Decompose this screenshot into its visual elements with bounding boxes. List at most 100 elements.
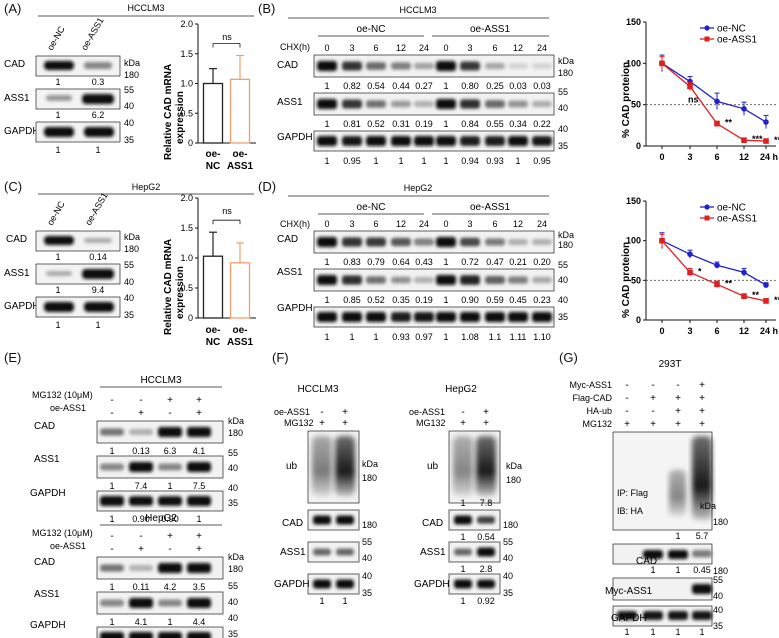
panel-b-cad-quant: 0.03: [533, 81, 551, 91]
panel-f-left-ass1-sign: -: [320, 407, 323, 418]
panel-e-top-cad-quant: 1: [109, 446, 114, 456]
panel-d-line-legend-label: oe-ASS1: [717, 214, 757, 225]
panel-e-top-ass1-band: [129, 462, 153, 472]
panel-f-left-gapdh-quant: 1: [342, 596, 347, 606]
panel-a-bar-ytick-label: 1.5: [180, 49, 193, 59]
panel-d-ass1-band: [532, 276, 552, 284]
panel-d-ass1-quant: 0.23: [533, 295, 551, 305]
panel-f-left-cad-band: [336, 515, 354, 525]
panel-a-bar-plot: 0 0.5 1.0 1.5 2.0: [180, 19, 256, 148]
panel-g-ub-quant: 5.7: [696, 531, 709, 541]
panel-b-kda: kDa: [558, 56, 574, 66]
panel-d-line-ylabel: % CAD proteion: [621, 242, 632, 318]
panel-b-line-series-line: [661, 62, 767, 123]
panel-g-ip-label: IP: Flag: [617, 488, 648, 498]
panel-e-bottom-kda: kDa: [228, 552, 244, 562]
panel-c-gapdh-label: GAPDH: [4, 301, 40, 312]
panel-e-top-gapdh-band: [129, 496, 153, 506]
panel-d-gapdh-band: [414, 312, 434, 322]
panel-e-bottom-mg132: MG132 (10μM): [32, 528, 93, 538]
panel-f-right-ass1-marker-1: 55: [503, 537, 513, 547]
panel-g-gapdh-quant: 1: [675, 627, 680, 637]
panel-b-line-ytick-label: 0: [636, 141, 641, 151]
panel-c-ass1-q2: 9.4: [92, 285, 105, 295]
panel-e-top-cad-quant: 6.3: [164, 446, 177, 456]
panel-d-gapdh-band: [532, 312, 552, 322]
panel-c-bar-ylabel-1: Relative CAD mRNA: [163, 239, 174, 335]
panel-e-bottom-ass1-band: [158, 599, 182, 607]
panel-b-ass1-quant: 1: [324, 119, 329, 129]
panel-d-chx-time: 24: [537, 219, 547, 229]
panel-b-ass1-quant: 0.22: [533, 119, 551, 129]
panel-f-right-cad-quant: 1: [460, 532, 465, 542]
panel-b-gapdh-band: [342, 136, 362, 146]
panel-c-cad-marker: 180: [124, 244, 139, 254]
panel-e-bottom-ass1-sign: -: [110, 544, 113, 555]
panel-d-line-xtick-label: 0: [659, 326, 664, 336]
panel-g-ub-quant: 1: [675, 531, 680, 541]
panel-label-e: (E): [4, 350, 21, 365]
panel-c-bar-chart: Relative CAD mRNA expression 0 0.5 1.0 1.5 2…: [163, 193, 256, 348]
panel-f-right-gapdh-frame: [448, 573, 501, 595]
panel-d-line-sig-label: **: [752, 290, 760, 300]
panel-d-gapdh-band: [317, 312, 337, 322]
panel-g-gapdh-quant: 1: [699, 627, 704, 637]
panel-f-right-ub-marker: 180: [506, 475, 521, 485]
panel-e-bottom-cad-quant: 3.5: [193, 582, 206, 592]
panel-g-gapdh-marker-2: 35: [713, 621, 723, 631]
panel-a-bar-ytick-label: 2.0: [180, 19, 193, 29]
panel-d-cad-quant: 0.21: [509, 257, 527, 267]
panel-e-top-cad-band: [129, 428, 153, 436]
panel-e-top-mg132: MG132 (10μM): [32, 390, 93, 400]
panel-d-line-point: [763, 282, 769, 288]
panel-d-cad-quant: 0.43: [415, 257, 433, 267]
panel-d-line-series-line: [661, 240, 767, 302]
panel-f-left-gapdh-band: [336, 579, 354, 589]
panel-f-right-ub-quant: 1: [460, 498, 465, 508]
panel-b-chx-label: CHX(h): [280, 42, 310, 52]
panel-b-cad-band: [414, 62, 434, 70]
panel-g-treatment-sign: -: [625, 380, 628, 391]
panel-c-gapdh-marker-1: 40: [124, 293, 134, 303]
panel-e-top-ass1-band: [158, 463, 182, 471]
panel-b-ass1-marker-2: 40: [558, 103, 568, 113]
panel-b-ass1-quant: 0.52: [367, 119, 385, 129]
panel-b-line-xtick-label: 24 h: [760, 152, 778, 162]
panel-e-bottom-gapdh-marker-1: 40: [228, 613, 238, 623]
panel-f-left-kda: kDa: [362, 459, 378, 469]
panel-c-lane-2: oe-ASS1: [83, 191, 110, 227]
panel-e-top-ass1-quant: 1: [167, 481, 172, 491]
panel-f-right-ass1-quant: 1: [460, 564, 465, 574]
panel-b-gapdh-quant: 1: [324, 156, 329, 166]
panel-b-gapdh-quant: 1: [443, 156, 448, 166]
panel-e-bottom-oeass1: oe-ASS1: [50, 541, 86, 551]
panel-f-left-gapdh-band: [313, 579, 331, 589]
panel-f-right-ass1-label: ASS1: [420, 547, 446, 558]
panel-f-right-ass1-frame: [448, 541, 501, 563]
panel-e-top-ass1-band: [100, 463, 124, 471]
panel-e-top-ass1-sign: -: [110, 408, 113, 419]
panel-d-ass1-marker-2: 40: [558, 275, 568, 285]
panel-g-cad-marker: 180: [713, 566, 728, 576]
panel-f-right-ub-label: ub: [427, 461, 439, 472]
panel-d-cad-band: [532, 239, 552, 245]
panel-b-gapdh-marker-2: 35: [558, 141, 568, 151]
panel-e-top-lanes: - - - + + - + +1 0.13 6.3 4.1 1 7.4 1 7.5 1 0.90 0.90 1: [96, 395, 224, 524]
panel-b-gapdh-label: GAPDH: [277, 132, 313, 143]
panel-e-bottom-ass1-quant: 1: [167, 617, 172, 627]
panel-b-line-sig-label: ns: [688, 94, 699, 104]
panel-label-g: (G): [559, 350, 578, 365]
panel-g-treatment-sign: +: [675, 419, 681, 430]
panel-a-ass1-marker-1: 55: [124, 85, 134, 95]
panel-c-ass1-marker-1: 55: [124, 260, 134, 270]
panel-f-right-ass1-sign: +: [483, 407, 489, 418]
panel-c-bar-plot: 0 0.5 1.0 1.5 2.0: [180, 193, 256, 323]
panel-g-cad-label: CAD: [636, 556, 657, 567]
panel-a-gapdh-q1: 1: [55, 145, 60, 155]
panel-d-line-point: [687, 251, 693, 257]
panel-f-left-gapdh-marker-2: 35: [362, 588, 372, 598]
panel-d-cad-band: [460, 237, 480, 247]
panel-g-cad-band: [692, 550, 712, 558]
panel-a-bar-cat1-1: oe-: [206, 149, 221, 160]
panel-d-line-point: [659, 237, 665, 244]
